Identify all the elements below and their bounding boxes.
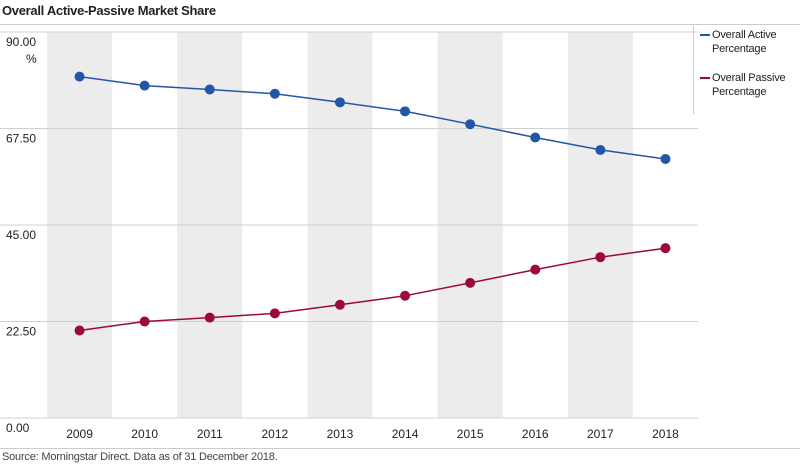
data-point-passive-2010 [139,316,150,327]
data-point-passive-2011 [204,312,215,323]
x-tick-label: 2010 [131,427,158,441]
chart-title: Overall Active-Passive Market Share [2,3,216,18]
legend-item-passive: Overall Passive Percentage [700,71,798,99]
y-tick-label: 22.50 [6,325,36,339]
series-line-active [79,75,666,160]
data-point-passive-2012 [269,308,280,319]
x-axis-tick-labels: 2009 2010 2011 2012 2013 2014 2015 2016 2017 2018 [66,427,679,441]
data-point-active-2017 [595,144,606,155]
data-point-active-2018 [660,153,671,164]
series-points [74,71,671,336]
data-point-active-2012 [269,88,280,99]
legend-divider [693,26,694,114]
data-point-active-2016 [530,132,541,143]
series-lines [79,75,666,332]
legend-item-active: Overall Active Percentage [700,28,798,56]
y-tick-label: 45.00 [6,228,36,242]
data-point-passive-2016 [530,264,541,275]
y-tick-label: 0.00 [6,421,30,435]
x-tick-label: 2009 [66,427,93,441]
x-tick-label: 2015 [457,427,484,441]
source-note: Source: Morningstar Direct. Data as of 3… [2,451,278,463]
data-point-active-2009 [74,71,85,82]
x-tick-label: 2014 [392,427,419,441]
data-point-active-2015 [465,119,476,130]
data-point-active-2013 [334,97,345,108]
title-divider [0,24,800,25]
legend-label: Overall Active Percentage [712,29,777,55]
legend-swatch [700,77,710,79]
legend-label: Overall Passive Percentage [712,72,786,98]
chart-legend: Overall Active Percentage Overall Passive… [700,28,798,114]
x-tick-label: 2012 [261,427,288,441]
data-point-active-2011 [204,84,215,95]
legend-swatch [700,34,710,36]
series-line-passive [79,247,666,332]
y-tick-label: 67.50 [6,132,36,146]
y-axis-unit: % [26,52,37,66]
data-point-passive-2014 [400,290,411,301]
data-point-passive-2018 [660,243,671,254]
x-tick-label: 2018 [652,427,679,441]
data-point-passive-2013 [334,299,345,310]
footer-divider [0,448,800,449]
data-point-active-2010 [139,80,150,91]
data-point-passive-2009 [74,325,85,336]
y-axis-tick-labels: 0.00 22.50 45.00 67.50 90.00% [6,35,37,435]
data-point-passive-2017 [595,252,606,263]
x-tick-label: 2011 [197,427,223,441]
gridlines [0,31,698,419]
x-tick-label: 2013 [327,427,354,441]
data-point-passive-2015 [465,277,476,288]
x-tick-label: 2017 [587,427,614,441]
x-tick-label: 2016 [522,427,549,441]
data-point-active-2014 [400,106,411,117]
y-tick-label: 90.00 [6,35,36,49]
